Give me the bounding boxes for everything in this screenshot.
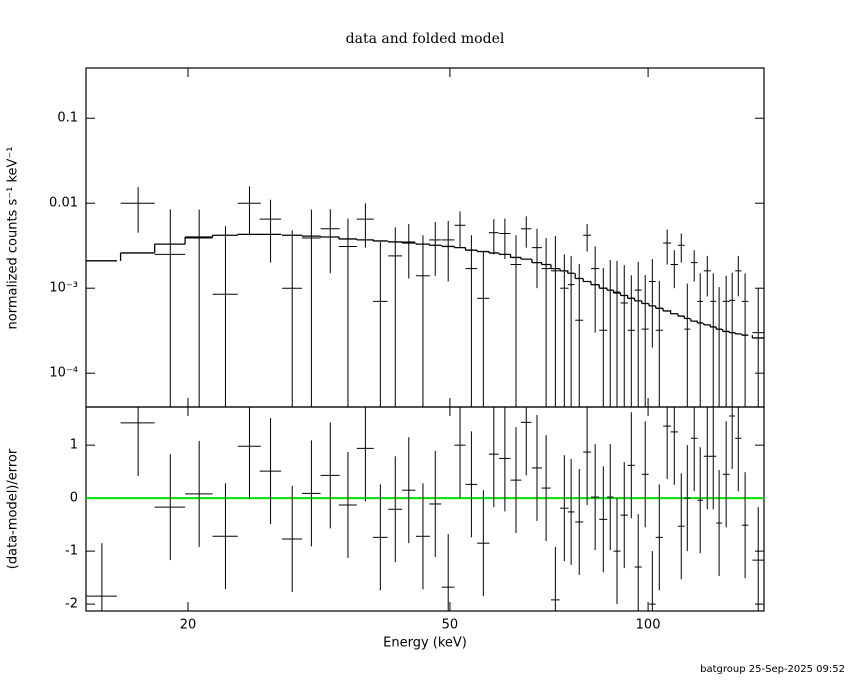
plot-area	[86, 186, 764, 407]
plot-area	[86, 407, 764, 611]
model-step	[119, 252, 155, 261]
chart-title: data and folded model	[346, 31, 505, 47]
y-tick-label: 0	[70, 491, 78, 506]
y-tick-label: 10⁻⁴	[49, 366, 78, 381]
model-step	[662, 308, 672, 312]
y-tick-label: 0.1	[57, 111, 78, 126]
model-step	[677, 313, 685, 317]
model-step	[582, 278, 591, 283]
y-axis-label: normalized counts s⁻¹ keV⁻¹	[6, 147, 21, 330]
y-tick-label: 0.01	[49, 196, 78, 211]
x-tick-label: 20	[180, 618, 197, 633]
model-step	[669, 310, 678, 315]
x-tick-label: 50	[442, 618, 459, 633]
x-axis-label: Energy (keV)	[383, 636, 467, 651]
model-step	[453, 246, 466, 249]
x-tick-label: 100	[636, 618, 661, 633]
model-step	[372, 239, 388, 242]
model-step	[520, 257, 532, 260]
y-axis-label: (data-model)/error	[6, 448, 21, 569]
model-step	[703, 322, 711, 326]
y-tick-label: 10⁻³	[49, 281, 78, 296]
y-tick-label: -1	[65, 544, 78, 559]
y-tick-label: -2	[65, 597, 78, 612]
model-step	[690, 318, 698, 322]
plot-frame	[85, 406, 765, 612]
model-step	[734, 332, 742, 335]
footer: batgroup 25-Sep-2025 09:52	[700, 664, 845, 675]
y-tick-label: 1	[70, 438, 78, 453]
